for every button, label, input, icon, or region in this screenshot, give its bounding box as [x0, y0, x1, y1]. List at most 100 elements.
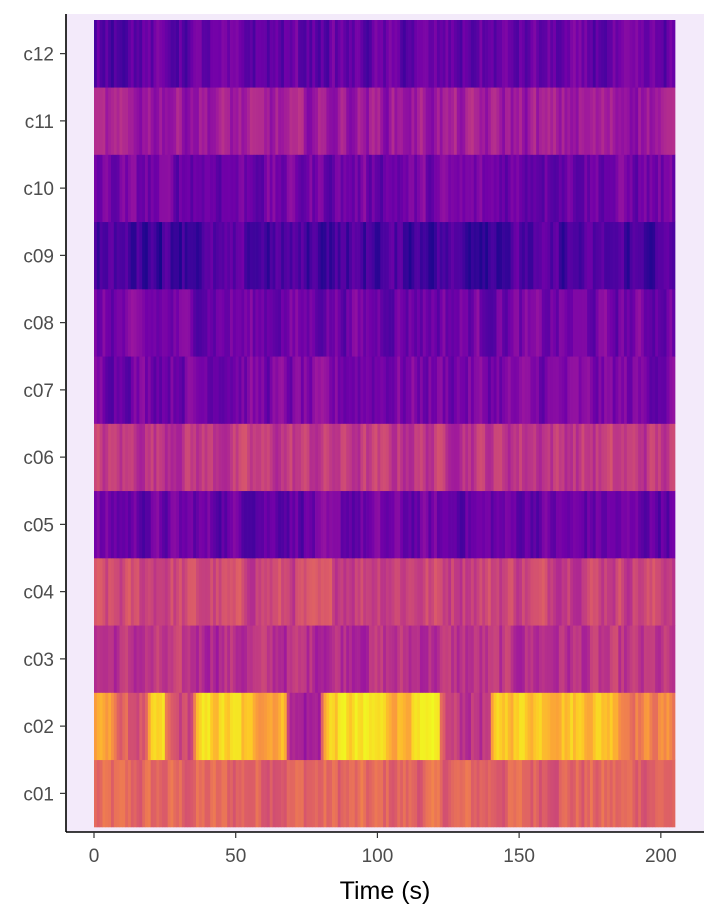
heatmap-cell-c04: [128, 558, 132, 626]
heatmap-cell-c07: [187, 356, 191, 424]
heatmap-cell-c04: [164, 558, 169, 626]
heatmap-cell-c11: [502, 87, 506, 155]
heatmap-cell-c06: [606, 423, 611, 492]
heatmap-cell-c07: [419, 356, 424, 424]
heatmap-cell-c12: [456, 20, 460, 88]
heatmap-cell-c10: [462, 154, 466, 223]
heatmap-cell-c01: [173, 759, 177, 828]
heatmap-cell-c09: [465, 221, 469, 290]
heatmap-cell-c10: [332, 154, 336, 223]
heatmap-cell-c05: [380, 490, 384, 559]
heatmap-cell-c12: [669, 20, 673, 88]
heatmap-cell-c10: [303, 154, 307, 223]
heatmap-cell-c07: [133, 356, 137, 424]
heatmap-cell-c05: [587, 490, 591, 559]
heatmap-cell-c02: [408, 692, 412, 761]
heatmap-cell-c03: [575, 625, 579, 693]
heatmap-cell-c09: [462, 221, 466, 290]
heatmap-cell-c07: [196, 356, 200, 424]
heatmap-cell-c07: [442, 356, 446, 424]
heatmap-cell-c10: [589, 154, 594, 223]
heatmap-cell-c07: [224, 356, 228, 424]
heatmap-cell-c02: [555, 692, 560, 761]
heatmap-cell-c01: [366, 759, 370, 828]
heatmap-cell-c12: [181, 20, 186, 88]
heatmap-cell-c06: [139, 423, 143, 492]
heatmap-cell-c08: [547, 289, 551, 357]
heatmap-cell-c08: [159, 289, 163, 357]
heatmap-cell-c10: [618, 154, 622, 223]
heatmap-cell-c10: [343, 154, 347, 223]
heatmap-cell-c05: [621, 490, 625, 559]
heatmap-cell-c03: [612, 625, 616, 693]
heatmap-cell-c02: [227, 692, 231, 761]
heatmap-cell-c12: [394, 20, 398, 88]
heatmap-cell-c01: [388, 759, 392, 828]
heatmap-cell-c04: [286, 558, 290, 626]
heatmap-cell-c03: [606, 625, 611, 693]
heatmap-cell-c07: [553, 356, 557, 424]
heatmap-cell-c12: [530, 20, 534, 88]
heatmap-cell-c05: [213, 490, 217, 559]
heatmap-cell-c05: [646, 490, 650, 559]
heatmap-cell-c07: [283, 356, 288, 424]
heatmap-cell-c02: [102, 692, 106, 761]
heatmap-cell-c11: [286, 87, 290, 155]
heatmap-cell-c01: [564, 759, 568, 828]
heatmap-cell-c11: [252, 87, 256, 155]
heatmap-cell-c01: [592, 759, 596, 828]
heatmap-cell-c12: [303, 20, 307, 88]
heatmap-cell-c06: [122, 423, 126, 492]
heatmap-cell-c11: [187, 87, 191, 155]
heatmap-cell-c02: [595, 692, 599, 761]
heatmap-cell-c12: [371, 20, 375, 88]
heatmap-cell-c04: [105, 558, 109, 626]
heatmap-cell-c02: [643, 692, 647, 761]
heatmap-cell-c10: [145, 154, 149, 223]
heatmap-cell-c10: [224, 154, 228, 223]
heatmap-cell-c07: [658, 356, 662, 424]
heatmap-cell-c03: [238, 625, 242, 693]
heatmap-cell-c03: [332, 625, 336, 693]
heatmap-cell-c02: [128, 692, 132, 761]
heatmap-cell-c01: [609, 759, 613, 828]
heatmap-cell-c03: [312, 625, 316, 693]
heatmap-cell-c07: [198, 356, 203, 424]
heatmap-cell-c12: [357, 20, 361, 88]
heatmap-cell-c05: [643, 490, 647, 559]
heatmap-cell-c11: [567, 87, 571, 155]
heatmap-cell-c01: [473, 759, 477, 828]
heatmap-cell-c02: [298, 692, 302, 761]
heatmap-cell-c01: [292, 759, 296, 828]
heatmap-cell-c11: [550, 87, 554, 155]
heatmap-cell-c02: [652, 692, 656, 761]
heatmap-cell-c09: [340, 221, 344, 290]
x-tick-label: 150: [503, 846, 535, 867]
heatmap-cell-c10: [94, 154, 98, 223]
heatmap-cell-c06: [298, 423, 302, 492]
heatmap-cell-c04: [283, 558, 288, 626]
heatmap-cell-c10: [604, 154, 608, 223]
heatmap-cell-c03: [442, 625, 446, 693]
heatmap-cell-c04: [502, 558, 506, 626]
heatmap-cell-c08: [436, 289, 441, 357]
heatmap-cell-c11: [289, 87, 293, 155]
heatmap-cell-c11: [224, 87, 228, 155]
heatmap-cell-c07: [584, 356, 588, 424]
heatmap-cell-c12: [516, 20, 520, 88]
heatmap-cell-c07: [150, 356, 154, 424]
heatmap-cell-c11: [184, 87, 188, 155]
heatmap-cell-c11: [434, 87, 438, 155]
heatmap-cell-c07: [606, 356, 611, 424]
heatmap-cell-c10: [221, 154, 225, 223]
heatmap-cell-c02: [385, 692, 390, 761]
heatmap-cell-c04: [462, 558, 466, 626]
heatmap-cell-c02: [99, 692, 103, 761]
heatmap-cell-c05: [649, 490, 653, 559]
heatmap-cell-c05: [658, 490, 662, 559]
heatmap-cell-c07: [672, 356, 676, 424]
heatmap-cell-c05: [99, 490, 103, 559]
heatmap-cell-c04: [173, 558, 177, 626]
heatmap-cell-c06: [510, 423, 514, 492]
heatmap-cell-c12: [533, 20, 537, 88]
